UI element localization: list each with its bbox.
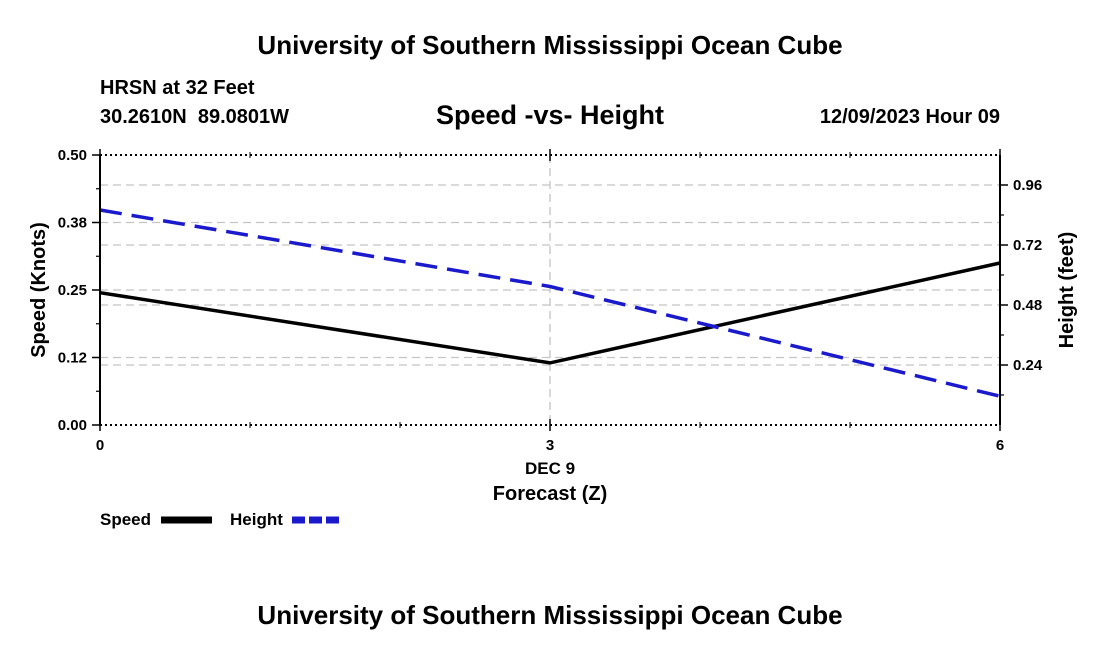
- left-axis-title: Speed (Knots): [28, 222, 50, 358]
- right-tick-label: 0.48: [1013, 297, 1042, 314]
- left-tick-label: 0.38: [58, 215, 87, 232]
- left-tick-label: 0.12: [58, 350, 87, 367]
- x-tick-label: 3: [546, 437, 554, 454]
- station-label: HRSN at 32 Feet: [100, 77, 255, 99]
- right-tick-label: 0.72: [1013, 237, 1042, 254]
- chart-subtitle: Speed -vs- Height: [435, 100, 665, 130]
- left-tick-label: 0.50: [58, 147, 87, 164]
- left-tick-label: 0.25: [58, 282, 87, 299]
- x-tick-label: 0: [96, 437, 104, 454]
- right-tick-label: 0.24: [1013, 357, 1043, 374]
- x-date-label: DEC 9: [525, 459, 575, 478]
- station-coordinates: 30.2610N 89.0801W: [100, 106, 290, 128]
- legend-label-height: Height: [230, 510, 283, 529]
- legend: Speed Height: [100, 510, 342, 529]
- series-lines: [99, 208, 1001, 398]
- axis-labels: 0.00 0.12 0.25 0.38 0.50 0.24 0.48 0.72 0.96 0 3 6 D…: [28, 147, 1078, 505]
- forecast-datetime: 12/09/2023 Hour 09: [819, 106, 1000, 128]
- x-axis-title: Forecast (Z): [493, 483, 607, 505]
- legend-label-speed: Speed: [100, 510, 151, 529]
- series-line-speed: [99, 261, 1001, 365]
- right-axis-title: Height (feet): [1056, 232, 1078, 349]
- right-tick-label: 0.96: [1013, 177, 1042, 194]
- x-tick-label: 6: [996, 437, 1004, 454]
- left-tick-label: 0.00: [58, 417, 87, 434]
- footer-title: University of Southern Mississippi Ocean…: [257, 600, 843, 630]
- page-title: University of Southern Mississippi Ocean…: [257, 30, 843, 60]
- grid-lines: [100, 155, 1000, 425]
- series-line-height: [99, 208, 1001, 398]
- axis-ticks: [92, 149, 1008, 431]
